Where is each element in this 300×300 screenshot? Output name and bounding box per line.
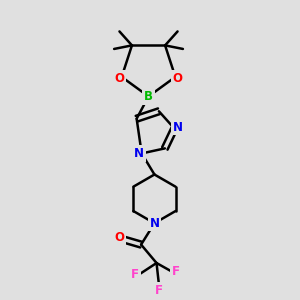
Text: B: B [144, 90, 153, 103]
Text: O: O [114, 72, 124, 85]
Text: O: O [173, 72, 183, 85]
Text: N: N [173, 121, 183, 134]
Text: F: F [131, 268, 139, 281]
Text: N: N [149, 217, 160, 230]
Text: F: F [155, 284, 163, 297]
Text: O: O [114, 231, 124, 244]
Text: N: N [134, 147, 144, 160]
Text: F: F [172, 265, 180, 278]
